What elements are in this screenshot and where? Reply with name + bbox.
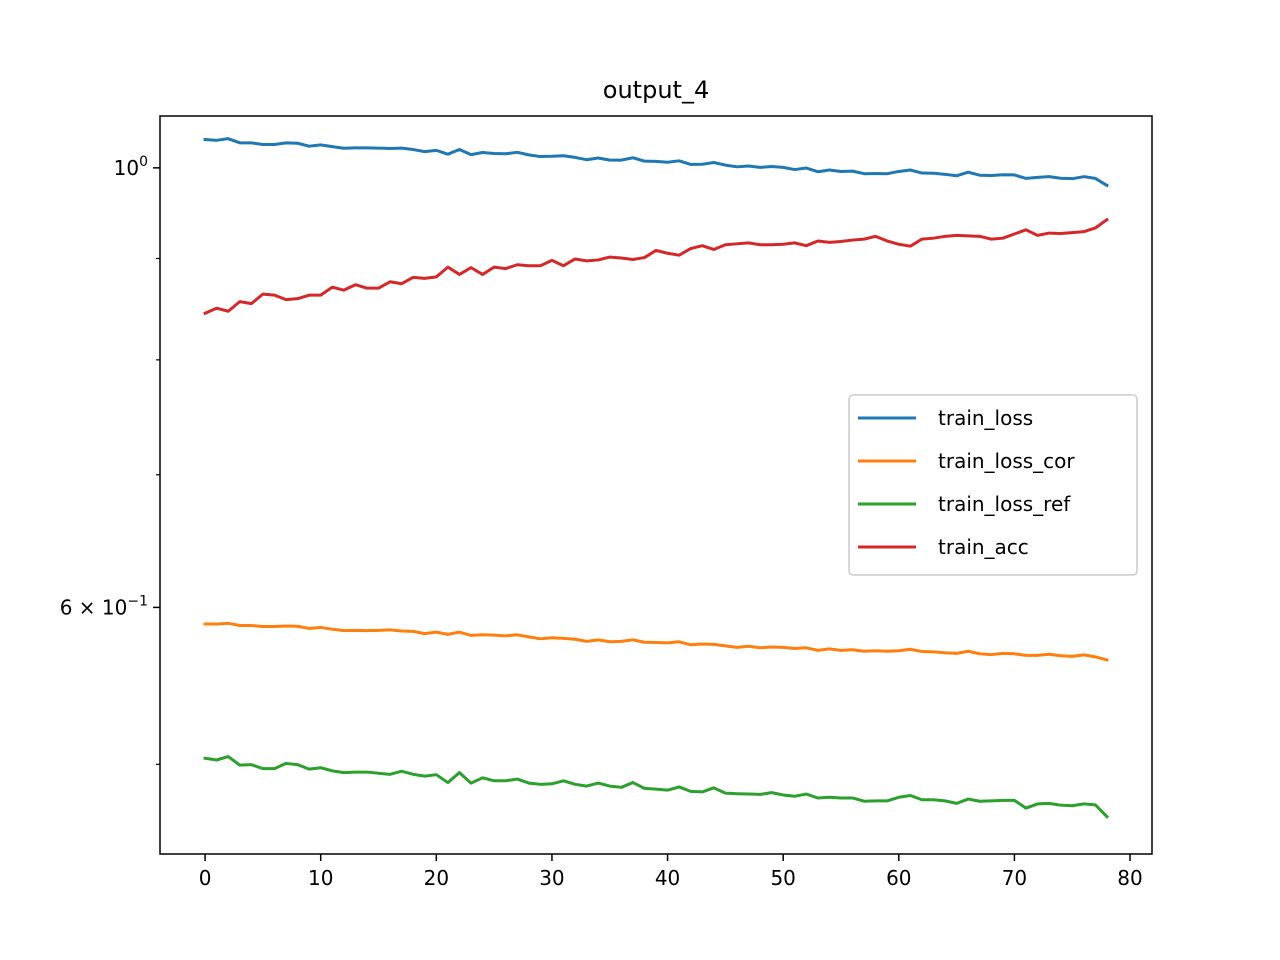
x-tick-label: 70 <box>1002 866 1027 890</box>
series-layer <box>203 137 1110 819</box>
x-tick-label: 40 <box>655 866 680 890</box>
legend-label: train_loss <box>938 406 1033 430</box>
series-line-train-acc <box>203 217 1110 316</box>
legend-label: train_acc <box>938 535 1029 559</box>
legend-box <box>848 394 1138 576</box>
y-axis: 100 6 × 10−1 <box>60 154 160 765</box>
series-line-train-loss <box>203 137 1109 188</box>
x-tick-label: 20 <box>424 866 449 890</box>
chart-title: output_4 <box>603 76 709 104</box>
x-axis: 0 10 20 30 40 50 60 70 80 <box>199 854 1143 890</box>
x-tick-label: 10 <box>308 866 333 890</box>
series-line-train-loss-ref <box>203 755 1110 819</box>
y-tick-label: 100 <box>114 154 148 180</box>
x-tick-label: 30 <box>539 866 564 890</box>
legend-label: train_loss_ref <box>938 492 1071 516</box>
legend-label: train_loss_cor <box>938 449 1075 473</box>
x-tick-label: 80 <box>1117 866 1142 890</box>
y-tick-label: 6 × 10−1 <box>60 593 148 619</box>
legend: train_loss train_loss_cor train_loss_reftr… <box>848 394 1138 576</box>
series-line-train-loss-cor <box>203 621 1109 662</box>
x-tick-label: 60 <box>886 866 911 890</box>
x-tick-label: 50 <box>770 866 795 890</box>
plot-frame <box>159 115 1153 855</box>
x-tick-label: 0 <box>199 866 212 890</box>
